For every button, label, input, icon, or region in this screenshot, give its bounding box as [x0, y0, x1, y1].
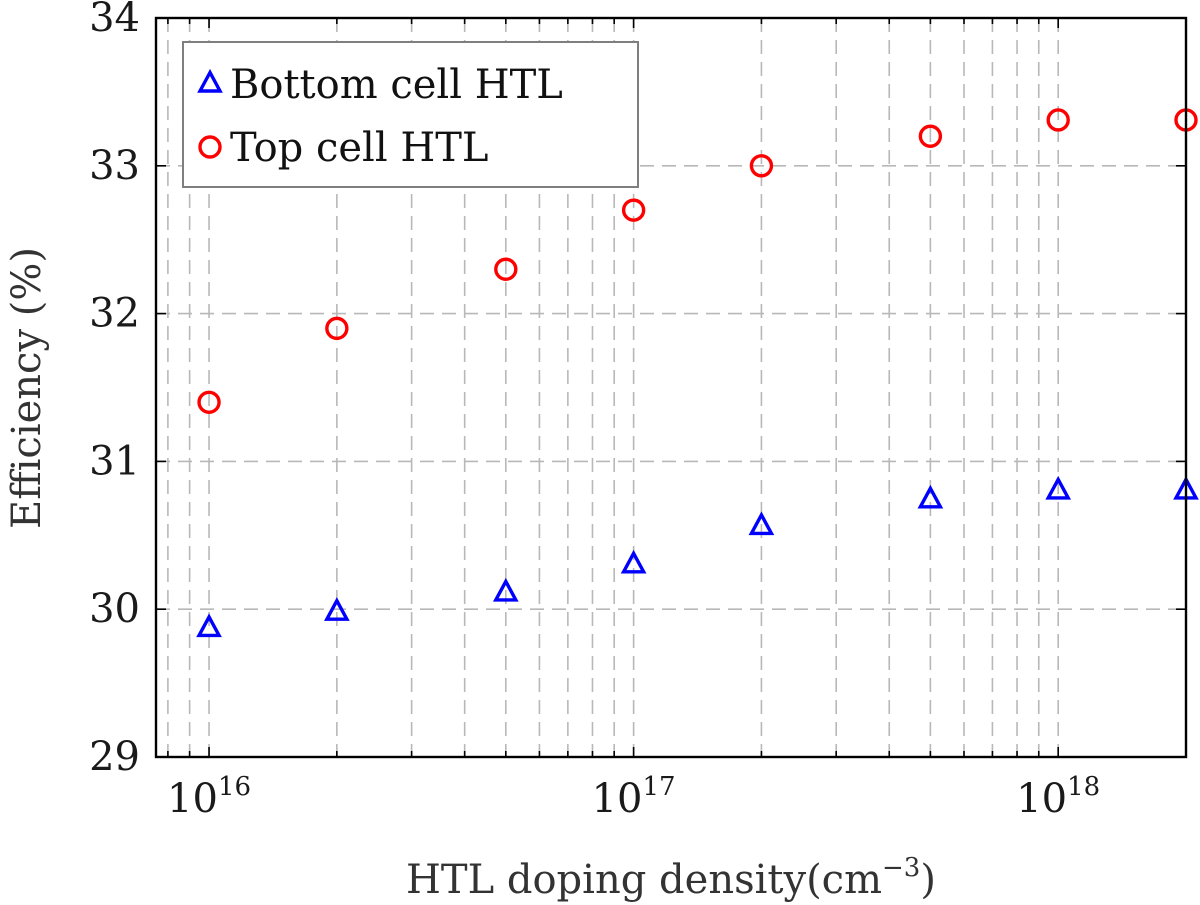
y-tick-label: 31: [89, 438, 140, 484]
data-point-triangle: [917, 484, 944, 509]
data-point-circle: [325, 316, 349, 341]
series-top-cell-htl: [197, 108, 1198, 414]
legend-box: [182, 41, 639, 188]
data-point-triangle: [620, 549, 647, 574]
y-tick-label: 29: [89, 734, 140, 780]
series-bottom-cell-htl: [196, 475, 1199, 638]
data-marks: [196, 108, 1199, 638]
data-point-triangle: [492, 577, 519, 602]
data-point-triangle: [196, 613, 222, 638]
legend-label: Bottom cell HTL: [230, 62, 563, 108]
data-point-circle: [494, 257, 518, 281]
x-tick-label: 1016: [167, 772, 251, 822]
y-tick-label: 32: [89, 291, 140, 337]
data-point-circle: [918, 124, 943, 148]
data-point-circle: [197, 390, 221, 414]
x-axis-label: HTL doping density(cm−3): [406, 853, 936, 903]
data-point-circle: [1046, 108, 1070, 132]
data-point-triangle: [1045, 475, 1072, 500]
legend-label: Top cell HTL: [230, 125, 488, 171]
y-tick-label: 30: [89, 586, 140, 632]
legend: Bottom cell HTL Top cell HTL: [182, 41, 639, 188]
data-point-circle: [749, 154, 774, 178]
data-point-triangle: [324, 597, 350, 621]
y-tick-label: 33: [89, 143, 140, 189]
legend-marker-circle: [198, 135, 222, 159]
y-axis-label: Efficiency (%): [4, 247, 50, 529]
data-point-triangle: [748, 511, 775, 536]
legend-marker-triangle: [197, 68, 223, 93]
data-point-circle: [621, 198, 646, 222]
x-tick-label: 1017: [592, 772, 676, 822]
plot-frame: [154, 16, 1188, 759]
x-tick-label: 1018: [1016, 772, 1100, 822]
axis-labels: 29 30 31 32 33 34 1016 1017 1018 HTL doping densi…: [4, 0, 1100, 903]
y-tick-label: 34: [89, 0, 140, 41]
